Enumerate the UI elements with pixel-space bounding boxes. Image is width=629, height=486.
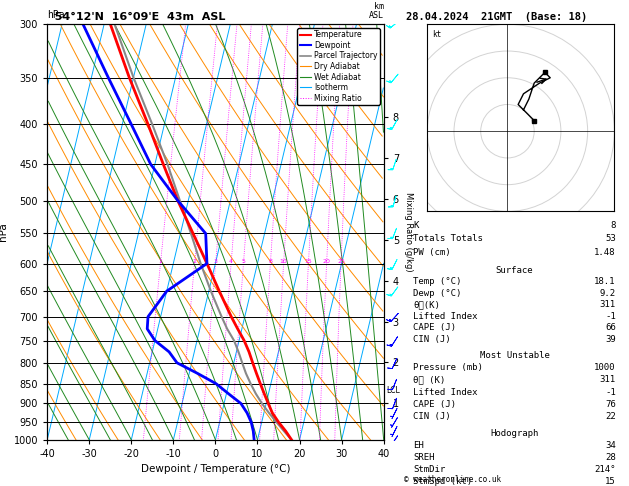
Text: 10: 10 [280, 259, 287, 263]
Y-axis label: hPa: hPa [0, 223, 8, 242]
Text: 1: 1 [159, 259, 162, 263]
Text: Pressure (mb): Pressure (mb) [413, 363, 483, 372]
Text: © weatheronline.co.uk: © weatheronline.co.uk [404, 474, 501, 484]
Text: 20: 20 [323, 259, 330, 263]
Text: Temp (°C): Temp (°C) [413, 277, 462, 286]
X-axis label: Dewpoint / Temperature (°C): Dewpoint / Temperature (°C) [141, 465, 290, 474]
Text: 53: 53 [605, 234, 616, 243]
Text: -1: -1 [605, 312, 616, 321]
Text: 9.2: 9.2 [599, 289, 616, 298]
Text: hPa: hPa [47, 10, 65, 20]
Text: Lifted Index: Lifted Index [413, 312, 478, 321]
Text: Surface: Surface [496, 266, 533, 275]
Text: PW (cm): PW (cm) [413, 248, 451, 257]
Text: 8: 8 [269, 259, 272, 263]
Y-axis label: Mixing Ratio (g/kg): Mixing Ratio (g/kg) [404, 192, 413, 272]
Text: 18.1: 18.1 [594, 277, 616, 286]
Text: 8: 8 [610, 221, 616, 229]
Text: 1000: 1000 [594, 363, 616, 372]
Legend: Temperature, Dewpoint, Parcel Trajectory, Dry Adiabat, Wet Adiabat, Isotherm, Mi: Temperature, Dewpoint, Parcel Trajectory… [298, 28, 380, 105]
Text: 39: 39 [605, 335, 616, 344]
Text: Lifted Index: Lifted Index [413, 388, 478, 397]
Text: 4: 4 [229, 259, 233, 263]
Text: 15: 15 [304, 259, 312, 263]
Text: 54°12'N  16°09'E  43m  ASL: 54°12'N 16°09'E 43m ASL [47, 12, 226, 22]
Text: 25: 25 [337, 259, 345, 263]
Text: Most Unstable: Most Unstable [479, 351, 550, 360]
Text: 28: 28 [605, 453, 616, 462]
Text: 76: 76 [605, 399, 616, 409]
Text: kt: kt [433, 30, 442, 39]
Text: 311: 311 [599, 375, 616, 384]
Text: CAPE (J): CAPE (J) [413, 399, 456, 409]
Text: 311: 311 [599, 300, 616, 309]
Text: StmDir: StmDir [413, 465, 445, 474]
Text: 2: 2 [192, 259, 196, 263]
Text: 66: 66 [605, 323, 616, 332]
Text: Hodograph: Hodograph [491, 429, 538, 438]
Text: 34: 34 [605, 441, 616, 450]
Text: 22: 22 [605, 412, 616, 421]
Text: Dewp (°C): Dewp (°C) [413, 289, 462, 298]
Text: 15: 15 [605, 477, 616, 486]
Text: CAPE (J): CAPE (J) [413, 323, 456, 332]
Text: 28.04.2024  21GMT  (Base: 18): 28.04.2024 21GMT (Base: 18) [406, 12, 587, 22]
Text: 5: 5 [242, 259, 245, 263]
Text: SREH: SREH [413, 453, 435, 462]
Text: CIN (J): CIN (J) [413, 335, 451, 344]
Text: θᴄ (K): θᴄ (K) [413, 375, 445, 384]
Text: 1.48: 1.48 [594, 248, 616, 257]
Text: θᴄ(K): θᴄ(K) [413, 300, 440, 309]
Text: Totals Totals: Totals Totals [413, 234, 483, 243]
Text: EH: EH [413, 441, 424, 450]
Text: -1: -1 [605, 388, 616, 397]
Text: 214°: 214° [594, 465, 616, 474]
Text: CIN (J): CIN (J) [413, 412, 451, 421]
Text: LCL: LCL [386, 386, 399, 396]
Text: StmSpd (kt): StmSpd (kt) [413, 477, 472, 486]
Text: 3: 3 [214, 259, 218, 263]
Text: km
ASL: km ASL [369, 2, 384, 20]
Text: K: K [413, 221, 419, 229]
